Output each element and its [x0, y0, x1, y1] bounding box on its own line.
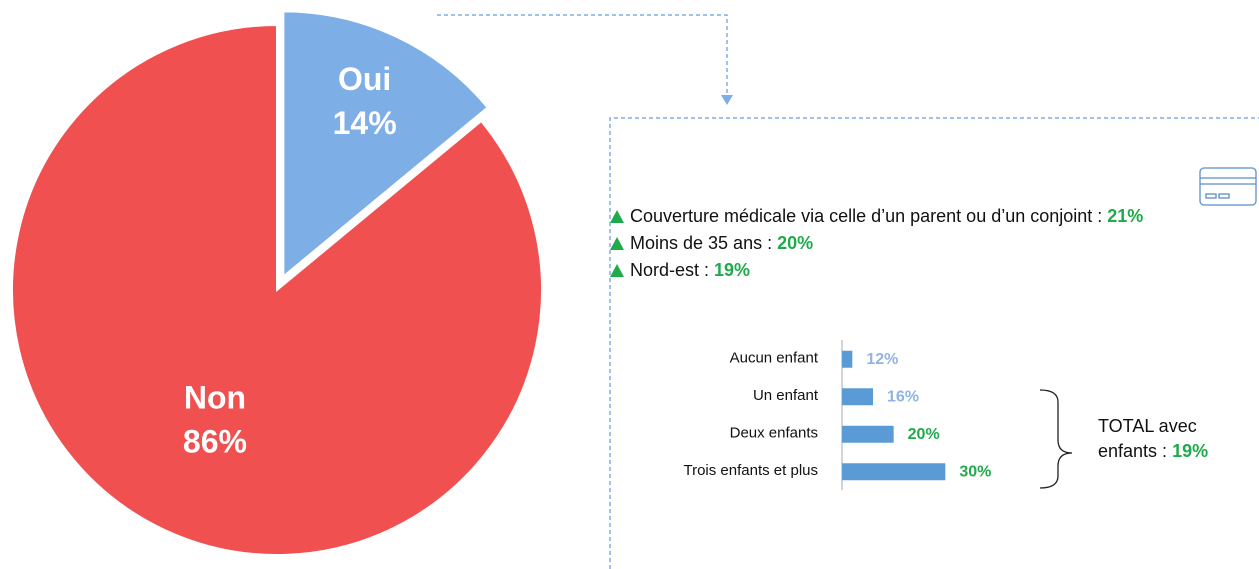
bar-value: 12%	[866, 351, 898, 368]
callout-item: Moins de 35 ans : 20%	[610, 230, 1170, 257]
item-text: Couverture médicale via celle d’un paren…	[630, 206, 1108, 226]
total-text: TOTAL avec enfants :	[1098, 416, 1197, 461]
bar	[842, 388, 873, 406]
brace	[1039, 389, 1073, 489]
bullet-icon	[610, 264, 624, 277]
bar-value: 16%	[887, 388, 919, 405]
bar-value: 20%	[908, 426, 940, 443]
connector-arrow	[721, 95, 733, 105]
bar	[842, 425, 894, 443]
bullet-icon	[610, 237, 624, 250]
card-icon	[1199, 167, 1257, 206]
y-tick-label: Deux enfants	[730, 425, 818, 442]
item-text: Nord-est :	[630, 260, 715, 280]
y-tick-label: Trois enfants et plus	[683, 462, 818, 479]
callout: Couverture médicale via celle d’un paren…	[610, 203, 1170, 284]
bar-value: 30%	[959, 463, 991, 480]
slice-label: Non	[184, 379, 246, 415]
y-tick-label: Aucun enfant	[730, 350, 819, 367]
callout-box	[609, 117, 1259, 569]
total-value: 19%	[1172, 441, 1209, 461]
slice-value: 14%	[333, 105, 397, 141]
slice-value: 86%	[183, 423, 247, 459]
pie-slice	[282, 10, 489, 279]
item-value: 20%	[777, 233, 814, 253]
bar	[842, 350, 853, 368]
connector	[437, 14, 728, 97]
bullet-icon	[610, 210, 624, 223]
bar	[842, 463, 946, 481]
y-tick-label: Un enfant	[753, 387, 819, 404]
total: TOTAL avec enfants : 19%	[1098, 414, 1259, 464]
slice-label: Oui	[338, 61, 391, 97]
callout-item: Couverture médicale via celle d’un paren…	[610, 203, 1170, 230]
callout-item: Nord-est : 19%	[610, 257, 1170, 284]
item-text: Moins de 35 ans :	[630, 233, 778, 253]
pie-slice	[11, 23, 543, 556]
item-value: 21%	[1107, 206, 1144, 226]
item-value: 19%	[714, 260, 751, 280]
